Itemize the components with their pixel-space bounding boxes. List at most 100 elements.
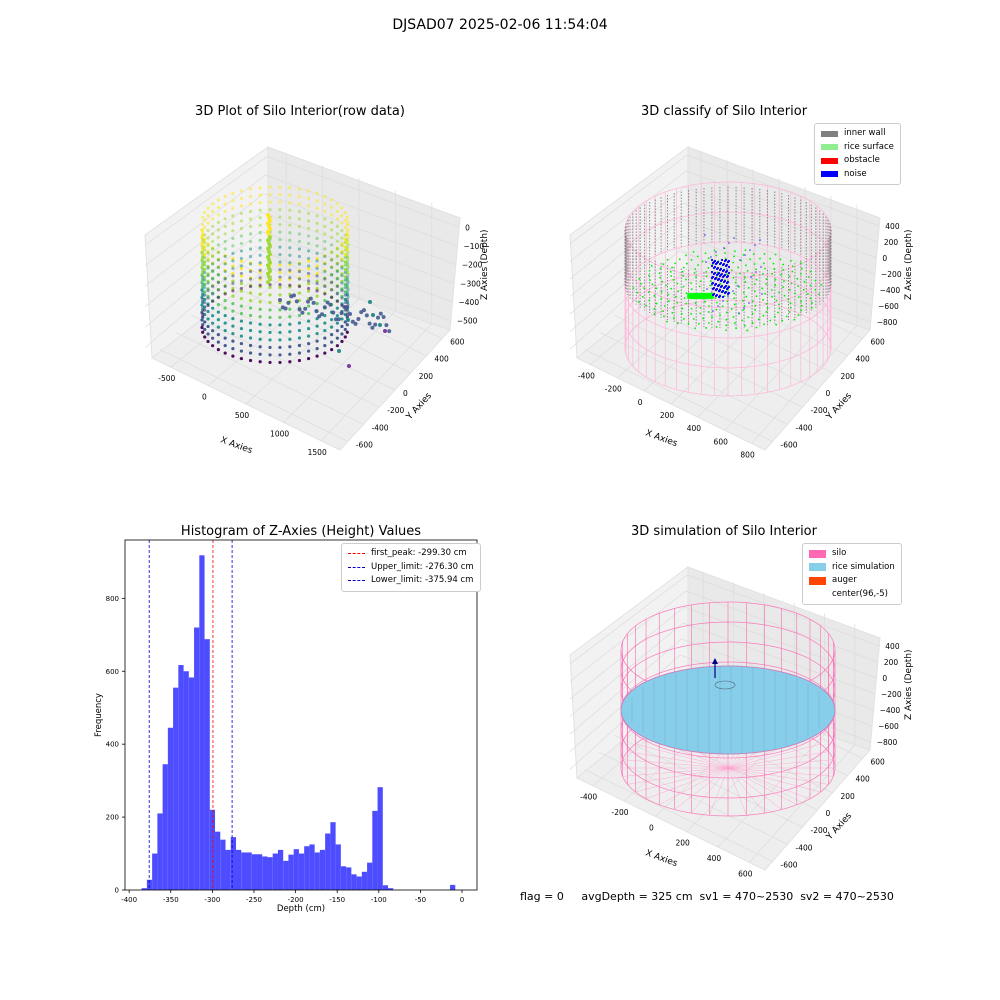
histogram-x-tick: -400 xyxy=(121,896,137,904)
histogram-bar xyxy=(157,813,163,890)
histogram-x-tick: -250 xyxy=(246,896,262,904)
histogram-bar xyxy=(173,687,179,890)
sim-y-tick: 600 xyxy=(871,758,886,767)
cls-x-tick: 600 xyxy=(714,437,729,446)
histogram-y-axis-label: Frequency xyxy=(94,693,104,737)
histogram-chart[interactable]: -400 -350 -300 -250 -200 -150 -100 -50 0 0 200 400… xyxy=(85,535,485,920)
histogram-bar xyxy=(382,885,389,890)
histogram-bar xyxy=(272,853,278,890)
sim-x-tick: -200 xyxy=(611,808,628,817)
raw-z-tick: −100 xyxy=(464,242,485,251)
sim-y-tick: -400 xyxy=(796,843,813,852)
raw-z-tick: −500 xyxy=(457,317,478,326)
sim-z-tick: 200 xyxy=(884,658,899,667)
histogram-bar xyxy=(450,884,456,890)
histogram-bar xyxy=(309,844,315,890)
cls-y-tick: 200 xyxy=(841,372,856,381)
histogram-bar xyxy=(141,888,147,890)
sim-y-tick: 0 xyxy=(826,809,831,818)
histogram-bar xyxy=(167,727,174,890)
histogram-bar xyxy=(351,874,357,890)
raw-x-tick: 1500 xyxy=(308,448,327,457)
raw-z-tick: 0 xyxy=(465,223,470,232)
cls-z-tick: 400 xyxy=(885,222,900,231)
histogram-bar xyxy=(251,854,257,890)
histogram-bar xyxy=(188,677,195,890)
legend-item-noise: noise xyxy=(821,168,894,182)
histogram-bar xyxy=(183,671,189,890)
histogram-bar xyxy=(304,846,310,890)
sim-y-tick: -600 xyxy=(781,860,798,869)
classify-3d-plot[interactable]: -400-20002004006008006004002000-200-400-… xyxy=(555,130,915,470)
sim-x-tick: -400 xyxy=(580,793,597,802)
cls-y-tick: -600 xyxy=(781,440,798,449)
histogram-bar xyxy=(225,849,231,890)
sim-y-tick: -200 xyxy=(811,826,828,835)
histogram-bar xyxy=(356,876,362,890)
raw-y-tick: -200 xyxy=(387,406,404,415)
sim-x-tick: 400 xyxy=(707,854,722,863)
legend-item-center: center(96,-5) xyxy=(832,588,888,599)
cls-x-tick: -400 xyxy=(578,372,595,381)
raw-y-tick: 400 xyxy=(434,355,449,364)
raw-plot-title: 3D Plot of Silo Interior(row data) xyxy=(195,104,405,119)
sim-z-tick: −800 xyxy=(877,738,898,747)
raw-z-tick: −300 xyxy=(460,279,481,288)
sim-z-tick: 400 xyxy=(885,642,900,651)
histogram-x-tick: -200 xyxy=(288,896,304,904)
simulation-legend: silo rice simulation auger center(96,-5) xyxy=(802,543,902,605)
histogram-bar xyxy=(335,844,341,890)
sim-z-tick: −600 xyxy=(878,722,899,731)
histogram-y-tick: 0 xyxy=(115,887,119,895)
cls-z-tick: −800 xyxy=(877,318,898,327)
histogram-bar xyxy=(236,849,242,890)
raw-y-axis-label: Y Axies xyxy=(404,391,434,423)
histogram-bar xyxy=(215,831,221,890)
histogram-x-tick: -100 xyxy=(371,896,387,904)
histogram-bar xyxy=(277,849,284,890)
histogram-bar xyxy=(314,852,320,890)
histogram-bar xyxy=(241,852,247,890)
histogram-bar xyxy=(194,627,200,890)
classify-legend: inner wall rice surface obstacle noise xyxy=(814,123,901,185)
histogram-x-tick: -50 xyxy=(415,896,426,904)
histogram-bar xyxy=(367,862,373,890)
raw-y-tick: 600 xyxy=(450,338,465,347)
status-text: flag = 0 avgDepth = 325 cm sv1 = 470~253… xyxy=(520,890,894,903)
histogram-x-tick: -150 xyxy=(329,896,345,904)
histogram-y-tick: 200 xyxy=(106,814,119,822)
raw-y-tick: 200 xyxy=(419,372,434,381)
histogram-bar xyxy=(293,849,299,890)
histogram-bar xyxy=(162,764,168,890)
legend-item-rice-simulation: rice simulation xyxy=(809,561,895,575)
legend-item-rice-surface: rice surface xyxy=(821,141,894,155)
legend-item-first-peak: first_peak: -299.30 cm xyxy=(348,547,474,561)
histogram-bar xyxy=(146,879,153,890)
histogram-bar xyxy=(246,852,252,890)
simulation-x-axis-label: X Axies xyxy=(644,848,679,869)
histogram-x-tick: -350 xyxy=(163,896,179,904)
raw-y-tick: -400 xyxy=(372,423,389,432)
sim-z-tick: 0 xyxy=(882,674,887,683)
histogram-bar xyxy=(298,853,305,890)
sim-x-tick: 0 xyxy=(649,823,654,832)
cls-x-tick: 400 xyxy=(687,424,702,433)
histogram-bar xyxy=(377,787,383,890)
cls-y-tick: 400 xyxy=(856,355,871,364)
histogram-bar xyxy=(325,833,331,890)
raw-x-tick: 1000 xyxy=(270,429,289,438)
simulation-3d-plot[interactable]: -400-20002004006006004002000-200-400-600… xyxy=(555,550,915,890)
cls-x-tick: -200 xyxy=(605,385,622,394)
raw-z-axis-label: Z Axies (Depth) xyxy=(480,229,490,300)
histogram-bar xyxy=(372,810,378,890)
classify-plot-title: 3D classify of Silo Interior xyxy=(640,104,808,119)
histogram-bar xyxy=(283,860,289,890)
raw-y-tick: -600 xyxy=(356,440,373,449)
raw-x-tick: -500 xyxy=(158,374,175,383)
sim-x-tick: 600 xyxy=(738,869,753,878)
histogram-bar xyxy=(340,866,347,890)
raw-z-tick: −400 xyxy=(459,298,480,307)
figure-title: DJSAD07 2025-02-06 11:54:04 xyxy=(392,17,608,33)
histogram-bar xyxy=(209,809,216,890)
